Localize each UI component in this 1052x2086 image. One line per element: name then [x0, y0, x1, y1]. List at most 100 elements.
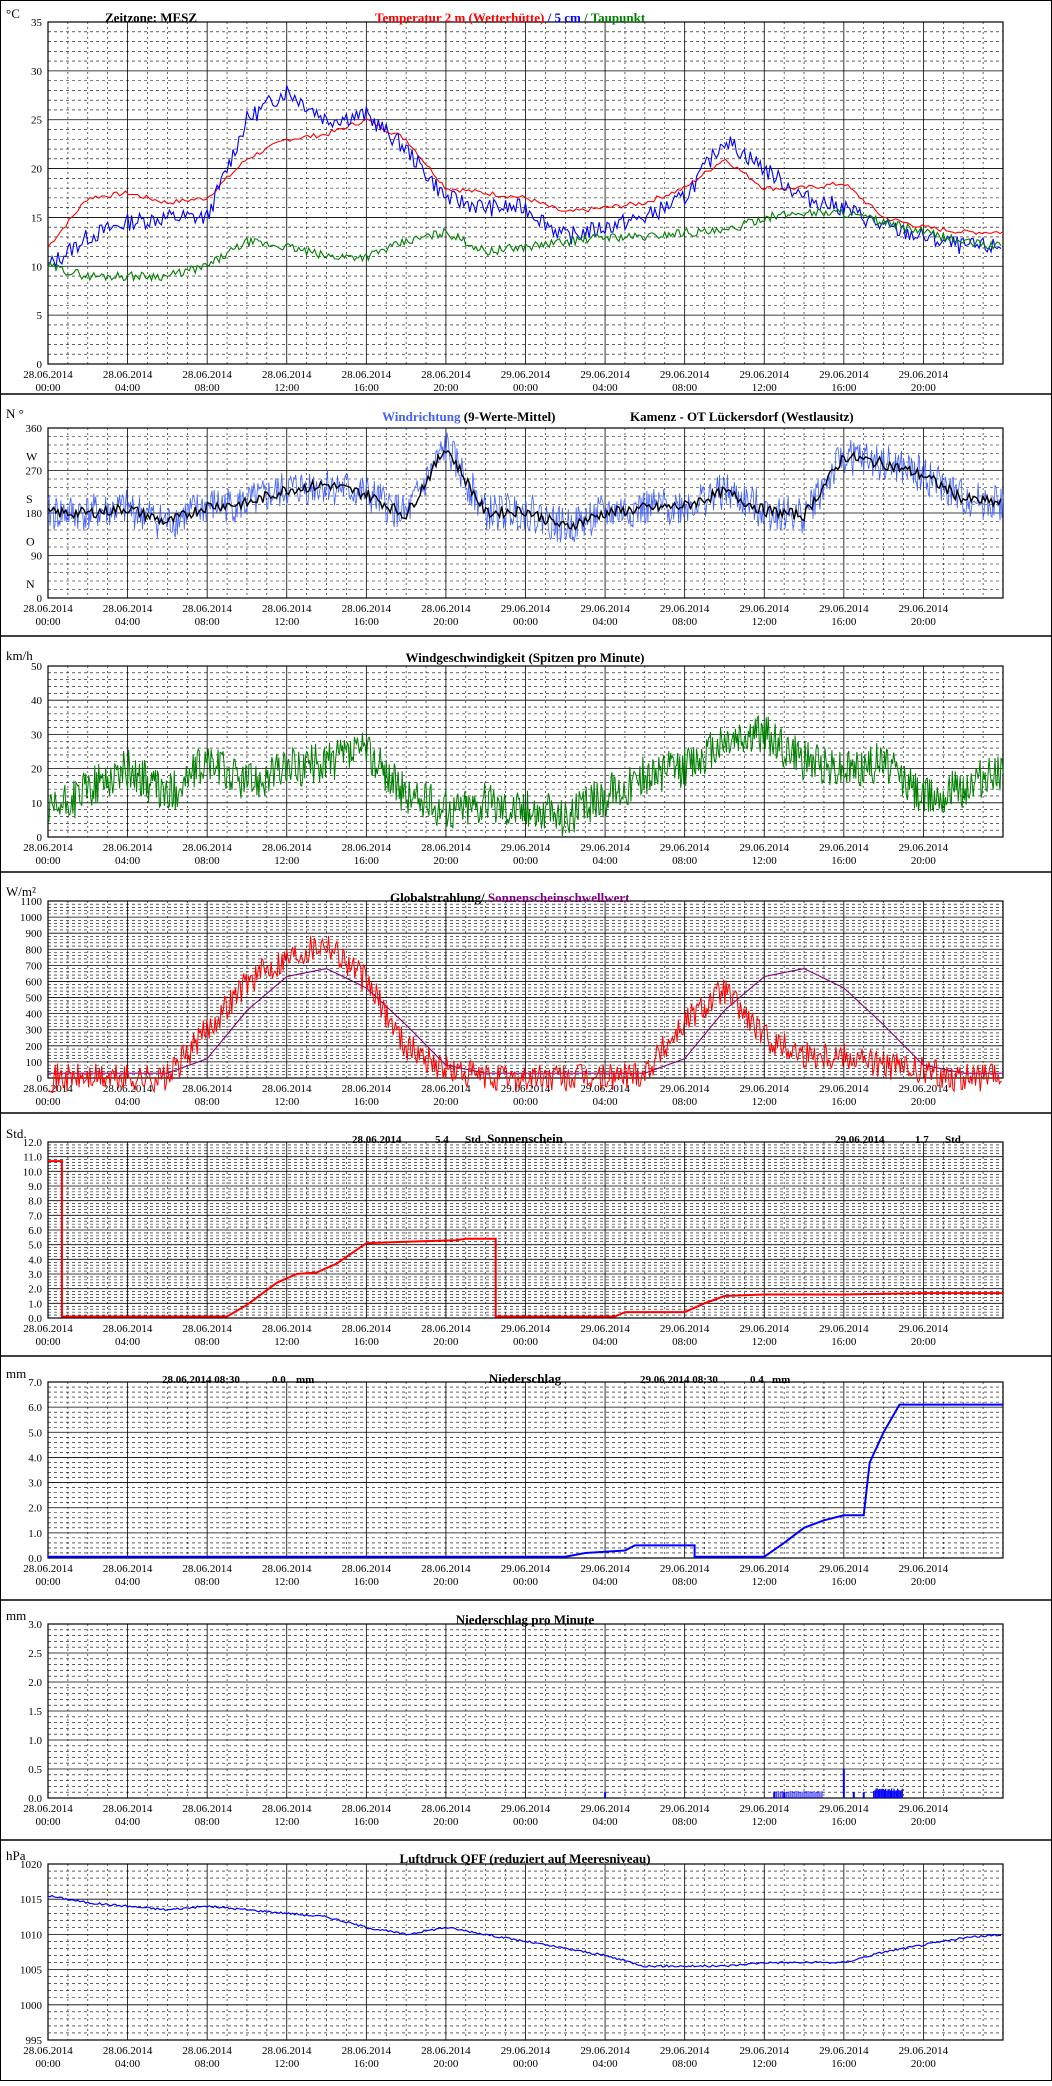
x-tick-date: 28.06.2014: [421, 369, 471, 381]
x-tick-time: 12:00: [274, 1576, 300, 1588]
y-tick-label: 40: [31, 695, 43, 707]
x-tick-date: 29.06.2014: [819, 1563, 869, 1575]
station-label: Kamenz - OT Lückersdorf (Westlausitz): [630, 409, 854, 424]
x-tick-date: 28.06.2014: [23, 842, 73, 854]
x-tick-date: 28.06.2014: [342, 1323, 392, 1335]
y-tick-label: 500: [26, 993, 43, 1005]
x-tick-time: 08:00: [672, 616, 698, 628]
x-tick-time: 12:00: [274, 855, 300, 867]
y-tick-label: 2.5: [28, 1648, 42, 1660]
x-tick-date: 28.06.2014: [182, 2045, 232, 2057]
y-unit-label: mm: [6, 1608, 26, 1623]
x-tick-time: 12:00: [752, 1576, 778, 1588]
series-global-radiation: [47, 935, 1003, 1094]
y-tick-label: 2.0: [28, 1677, 42, 1689]
grid: [48, 21, 1003, 365]
y-tick-label: 3.0: [28, 1478, 42, 1490]
x-tick-time: 20:00: [911, 1576, 937, 1588]
x-tick-date: 28.06.2014: [262, 1803, 312, 1815]
day1-unit: mm: [296, 1374, 314, 1386]
plot-frame: [47, 427, 1004, 599]
series-sunshine-threshold: [48, 968, 1003, 1074]
x-tick-time: 16:00: [831, 616, 857, 628]
x-tick-time: 12:00: [752, 382, 778, 394]
y-tick-label: 5.0: [28, 1427, 42, 1439]
y-tick-label: 30: [31, 66, 43, 78]
x-tick-date: 28.06.2014: [421, 1563, 471, 1575]
day2-date: 29.06.2014: [835, 1134, 885, 1146]
x-tick-date: 28.06.2014: [103, 369, 153, 381]
y-unit-label: N °: [6, 406, 24, 421]
x-tick-date: 28.06.2014: [262, 1563, 312, 1575]
x-tick-date: 29.06.2014: [899, 1563, 949, 1575]
x-tick-time: 04:00: [115, 1096, 141, 1108]
x-tick-date: 28.06.2014: [23, 1563, 73, 1575]
y-tick-label: 7.0: [28, 1377, 42, 1389]
x-tick-time: 04:00: [593, 1096, 619, 1108]
x-tick-date: 29.06.2014: [580, 369, 630, 381]
x-tick-time: 16:00: [831, 1816, 857, 1828]
grid: [48, 900, 1003, 1079]
grid: [48, 1381, 1003, 1559]
x-tick-time: 04:00: [593, 2058, 619, 2070]
x-tick-time: 16:00: [354, 1336, 380, 1348]
x-tick-date: 29.06.2014: [740, 1083, 790, 1095]
x-tick-date: 28.06.2014: [421, 1323, 471, 1335]
x-tick-time: 08:00: [672, 2058, 698, 2070]
x-tick-time: 04:00: [593, 1576, 619, 1588]
y-tick-label: 100: [26, 1057, 43, 1069]
x-tick-date: 29.06.2014: [580, 1563, 630, 1575]
y-tick-label: 8.0: [28, 1196, 42, 1208]
x-tick-time: 20:00: [433, 1096, 459, 1108]
chart-title: Niederschlag: [489, 1371, 562, 1386]
y-tick-label: 0.0: [28, 1313, 42, 1325]
x-tick-time: 20:00: [911, 1816, 937, 1828]
x-tick-time: 16:00: [831, 382, 857, 394]
panel-precip_minute: 0.00.51.01.52.02.53.028.06.201400:0028.0…: [23, 1619, 1004, 1828]
x-tick-date: 28.06.2014: [262, 1323, 312, 1335]
x-tick-date: 28.06.2014: [262, 603, 312, 615]
x-tick-time: 12:00: [752, 855, 778, 867]
x-tick-time: 08:00: [672, 1336, 698, 1348]
x-tick-date: 28.06.2014: [103, 2045, 153, 2057]
x-tick-time: 00:00: [513, 855, 539, 867]
y-tick-label: 1010: [20, 1929, 43, 1941]
x-tick-date: 28.06.2014: [182, 1323, 232, 1335]
x-tick-date: 28.06.2014: [182, 1083, 232, 1095]
x-tick-date: 28.06.2014: [103, 842, 153, 854]
y-tick-label: 200: [26, 1041, 43, 1053]
panel-radiation: 0 100 200 300 400 500 600 700 800 900 1000 1100 28.0…: [20, 896, 1004, 1108]
plot-frame: [47, 1623, 1004, 1799]
x-tick-date: 29.06.2014: [501, 369, 551, 381]
x-tick-time: 08:00: [195, 855, 221, 867]
x-tick-time: 04:00: [115, 1336, 141, 1348]
x-tick-date: 29.06.2014: [740, 842, 790, 854]
y-tick-label: 50: [31, 661, 43, 673]
x-tick-date: 28.06.2014: [103, 603, 153, 615]
y-tick-label: 2.0: [28, 1284, 42, 1296]
x-tick-date: 28.06.2014: [182, 603, 232, 615]
x-tick-date: 28.06.2014: [23, 1323, 73, 1335]
x-tick-date: 28.06.2014: [23, 603, 73, 615]
y-tick-label: 90: [31, 551, 43, 563]
plot-frame: [47, 1863, 1004, 2041]
x-tick-date: 29.06.2014: [660, 2045, 710, 2057]
x-tick-date: 28.06.2014: [421, 1083, 471, 1095]
y-tick-label: 15: [31, 212, 43, 224]
panel-temperature: 0510152025303528.06.201400:0028.06.20140…: [23, 17, 1004, 394]
panel-sunshine: 0.0 1.0 2.0 3.0 4.0 5.0 6.0 7.0 8.0 9.0 10.0 11.0 12…: [23, 1137, 1004, 1348]
y-tick-label: 10: [31, 261, 43, 273]
x-tick-time: 20:00: [433, 855, 459, 867]
x-tick-time: 08:00: [195, 1336, 221, 1348]
y-tick-label: 7.0: [28, 1210, 42, 1222]
series-dewpoint: [47, 208, 1002, 283]
x-tick-date: 28.06.2014: [421, 1803, 471, 1815]
series-sunshine: [48, 1160, 1003, 1318]
y-tick-label: 1000: [20, 2000, 43, 2012]
y-tick-label: 5: [37, 310, 43, 322]
x-tick-date: 29.06.2014: [501, 1803, 551, 1815]
x-tick-time: 12:00: [274, 616, 300, 628]
x-tick-date: 29.06.2014: [740, 1323, 790, 1335]
x-tick-date: 28.06.2014: [23, 369, 73, 381]
